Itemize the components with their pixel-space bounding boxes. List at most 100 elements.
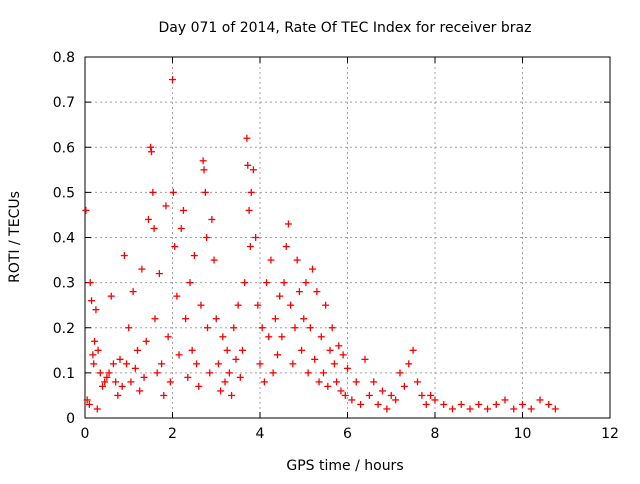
data-point — [129, 288, 137, 296]
data-point — [228, 391, 236, 399]
data-point — [169, 76, 176, 84]
data-point — [545, 400, 553, 408]
data-point — [118, 382, 126, 390]
data-point — [89, 351, 97, 359]
data-point — [186, 279, 194, 287]
data-point — [536, 396, 544, 404]
data-point — [400, 382, 408, 390]
data-point — [105, 369, 113, 377]
data-point — [150, 224, 158, 232]
data-point — [85, 400, 93, 408]
x-tick-label: 8 — [431, 426, 440, 442]
data-point — [319, 369, 327, 377]
data-point — [200, 166, 208, 174]
data-point — [230, 324, 238, 332]
data-point — [315, 378, 323, 386]
data-point — [234, 301, 242, 309]
data-point — [271, 315, 279, 323]
data-point — [148, 148, 155, 156]
data-point — [149, 188, 157, 196]
data-point — [260, 378, 268, 386]
x-tick-label: 2 — [168, 426, 177, 442]
data-point — [409, 346, 417, 354]
data-point — [195, 382, 203, 390]
data-point — [274, 351, 281, 359]
data-point — [223, 346, 231, 354]
data-point — [162, 202, 170, 210]
data-point — [322, 301, 330, 309]
data-point — [244, 161, 252, 169]
data-point — [206, 369, 214, 377]
data-point — [246, 243, 254, 251]
data-point — [492, 400, 500, 408]
data-point — [337, 387, 345, 395]
data-point — [245, 206, 253, 214]
y-tick-label: 0.5 — [53, 185, 75, 201]
data-point — [282, 243, 290, 251]
data-point — [252, 234, 260, 241]
data-point — [510, 405, 518, 413]
data-point — [276, 292, 284, 300]
data-point — [278, 333, 286, 341]
data-point — [190, 252, 198, 260]
data-point — [217, 387, 225, 395]
data-point — [341, 391, 349, 399]
data-point — [188, 346, 196, 354]
data-point — [365, 391, 373, 399]
y-tick-label: 0.7 — [53, 95, 75, 111]
data-point — [333, 378, 341, 386]
plot-frame — [84, 56, 611, 419]
data-point — [300, 315, 308, 323]
data-point — [414, 378, 421, 386]
data-point — [527, 405, 535, 413]
data-point — [239, 346, 246, 354]
data-point — [221, 378, 229, 386]
data-point — [199, 157, 207, 165]
x-tick-label: 0 — [81, 426, 90, 442]
data-point — [258, 324, 266, 332]
data-point — [418, 391, 426, 399]
data-point — [210, 256, 218, 264]
data-point — [136, 387, 144, 395]
data-point — [357, 400, 365, 408]
y-tick-label: 0.1 — [53, 366, 75, 382]
data-point — [83, 396, 91, 404]
data-point — [219, 333, 227, 341]
data-point — [247, 188, 255, 196]
data-point — [263, 279, 271, 287]
data-point — [123, 360, 131, 368]
data-point — [173, 292, 181, 300]
data-point — [164, 333, 172, 341]
data-point — [125, 324, 133, 332]
data-point — [396, 369, 404, 377]
data-point — [147, 143, 155, 151]
data-point — [169, 188, 177, 196]
y-tick-label: 0.6 — [53, 140, 75, 156]
data-point — [94, 346, 102, 354]
data-point — [131, 364, 139, 372]
data-point — [457, 400, 465, 408]
x-axis-label: GPS time / hours — [286, 458, 403, 474]
data-point — [96, 369, 104, 377]
data-point — [201, 188, 209, 196]
data-point — [265, 333, 273, 341]
data-point — [267, 256, 275, 264]
data-point — [91, 337, 99, 345]
data-point — [166, 378, 174, 386]
data-point — [304, 369, 312, 377]
data-point — [208, 215, 216, 223]
data-point — [109, 360, 117, 368]
y-tick-label: 0 — [66, 411, 75, 427]
data-point — [116, 355, 124, 363]
data-point — [551, 405, 559, 413]
data-point — [330, 360, 338, 368]
data-point — [306, 324, 314, 332]
y-tick-label: 0.2 — [53, 321, 75, 337]
data-point — [335, 342, 343, 350]
data-point — [134, 346, 141, 354]
data-point — [179, 206, 187, 214]
data-point — [153, 369, 161, 377]
data-point — [236, 373, 244, 381]
